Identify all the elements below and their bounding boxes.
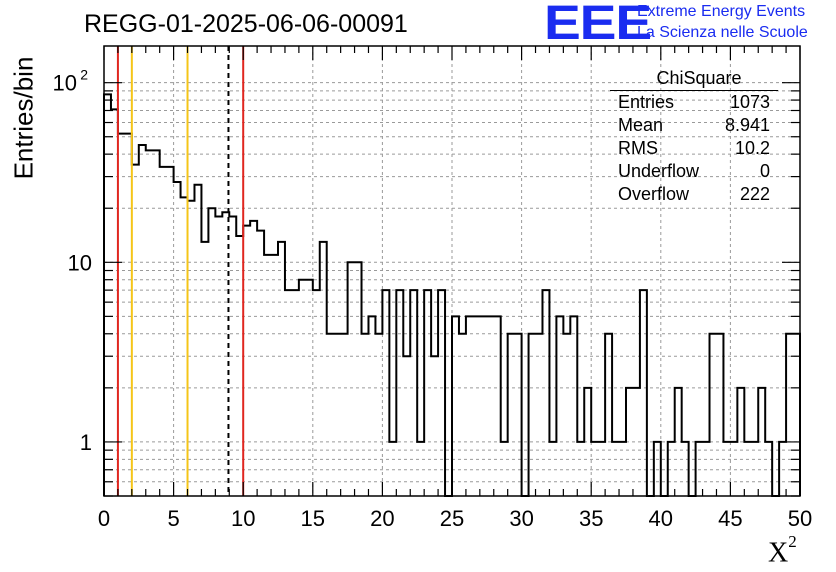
y-tick-label: 10 xyxy=(53,71,77,96)
x-axis-label: X2 xyxy=(768,532,797,569)
x-tick-label: 35 xyxy=(579,506,603,531)
y-tick-label: 10 xyxy=(68,250,92,275)
marker-lines xyxy=(116,46,245,496)
x-tick-label: 30 xyxy=(509,506,533,531)
stats-value: 0 xyxy=(759,161,770,181)
x-tick-label: 25 xyxy=(440,506,464,531)
x-axis-label-base: X xyxy=(768,537,789,569)
stats-label: Underflow xyxy=(618,161,700,181)
histogram-step-line xyxy=(103,93,801,497)
stats-label: RMS xyxy=(618,138,658,158)
stats-row: Mean 8.941 xyxy=(610,114,778,137)
stats-value: 1073 xyxy=(729,92,770,112)
stats-label: Mean xyxy=(618,115,664,135)
x-tick-label: 45 xyxy=(718,506,742,531)
x-tick-label: 20 xyxy=(370,506,394,531)
stats-value: 10.2 xyxy=(734,138,770,158)
stats-row: RMS 10.2 xyxy=(610,137,778,160)
stats-value: 222 xyxy=(739,184,770,204)
histogram-bars xyxy=(103,93,801,497)
stats-label: Overflow xyxy=(618,184,690,204)
stats-row: Underflow 0 xyxy=(610,160,778,183)
stats-label: Entries xyxy=(618,92,675,112)
x-tick-label: 0 xyxy=(98,506,110,531)
stats-row: Entries 1073 xyxy=(610,91,778,114)
logo-text-line1: Extreme Energy Events xyxy=(637,3,806,20)
stats-value: 8.941 xyxy=(724,115,770,135)
stats-title: ChiSquare xyxy=(610,66,778,91)
y-tick-label-sup: 2 xyxy=(80,67,88,83)
x-tick-label: 40 xyxy=(649,506,673,531)
logo-text-line2: La Scienza nelle Scuole xyxy=(637,24,808,41)
y-axis-label-box: Entries/bin xyxy=(8,48,40,188)
eee-logo: EEE xyxy=(544,0,652,50)
x-tick-label: 15 xyxy=(301,506,325,531)
stats-box: ChiSquare Entries 1073 Mean 8.941 RMS 10… xyxy=(610,66,778,206)
x-tick-label: 5 xyxy=(167,506,179,531)
x-tick-label: 10 xyxy=(231,506,255,531)
x-axis-label-sup: 2 xyxy=(788,532,797,551)
stats-row: Overflow 222 xyxy=(610,183,778,206)
x-tick-label: 50 xyxy=(788,506,812,531)
chart-title: REGG-01-2025-06-06-00091 xyxy=(84,10,408,38)
y-tick-label: 1 xyxy=(80,430,92,455)
y-axis-label: Entries/bin xyxy=(8,56,39,180)
